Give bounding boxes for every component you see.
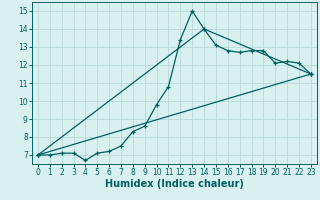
X-axis label: Humidex (Indice chaleur): Humidex (Indice chaleur) (105, 179, 244, 189)
